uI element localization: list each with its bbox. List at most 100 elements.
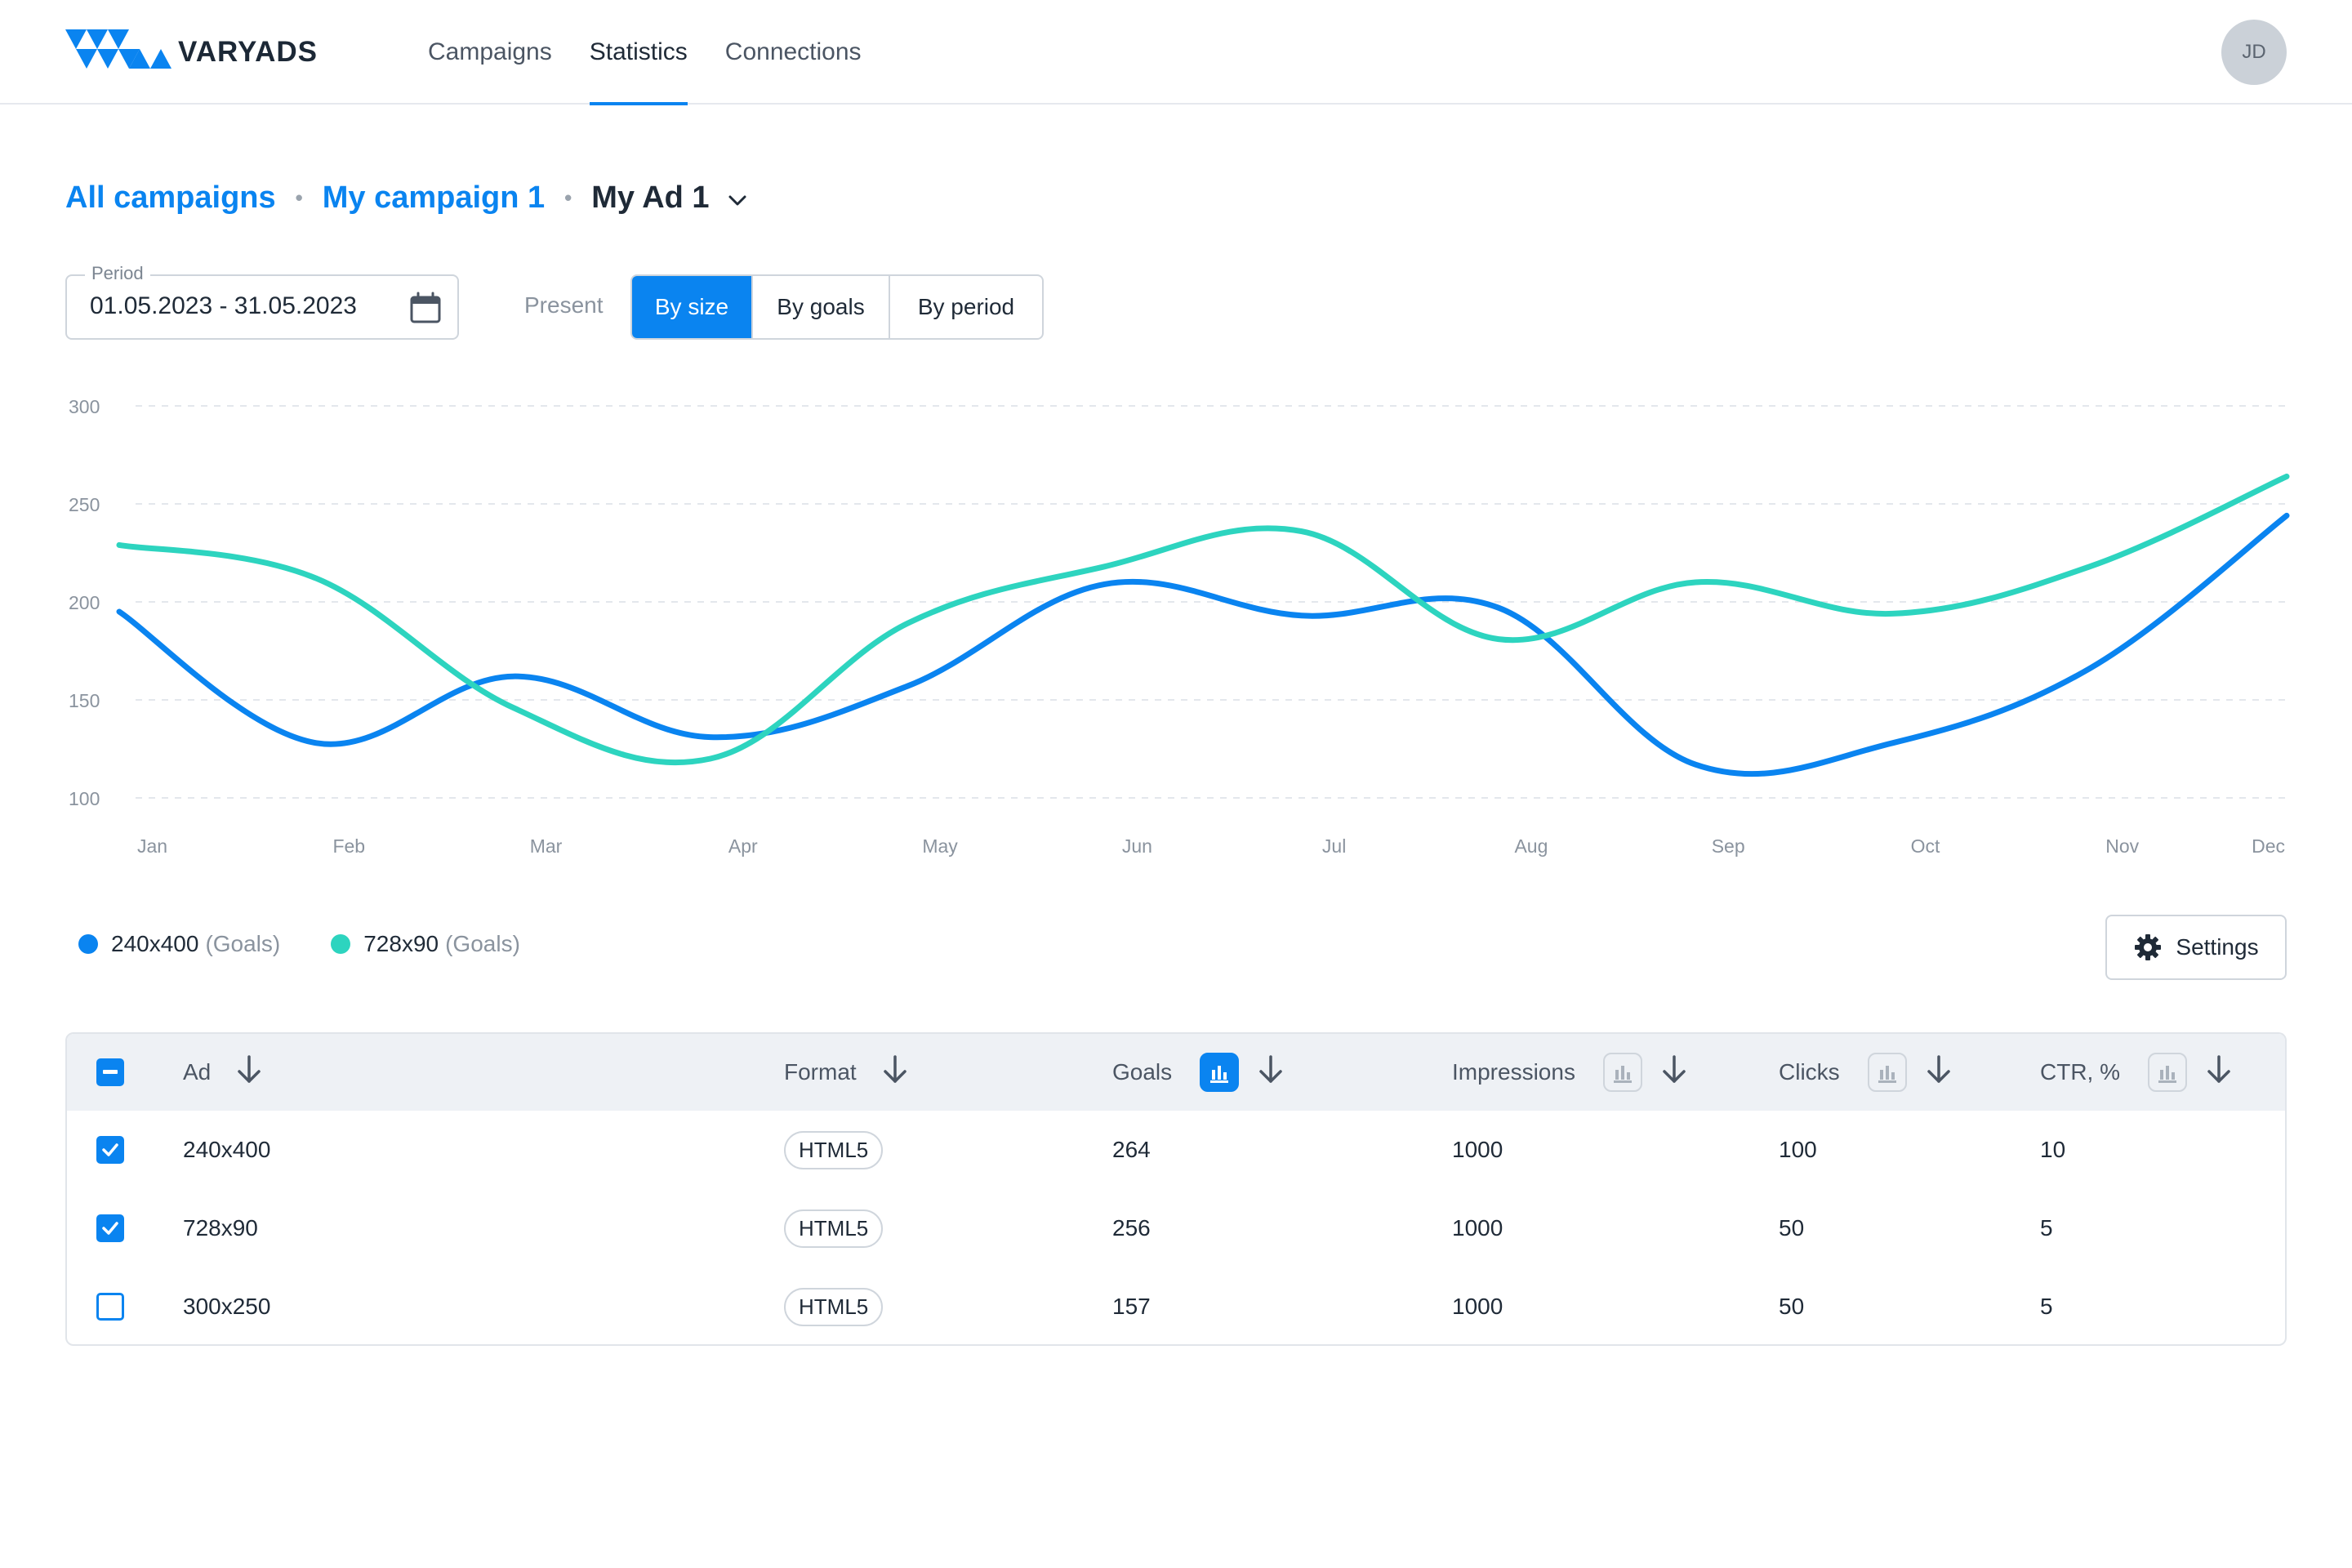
column-header-goals: Goals	[1112, 1034, 1285, 1111]
cell-value: 240x400	[183, 1137, 271, 1162]
chart-svg: 100 150 200 250 300 Jan Feb Mar Apr May Jun Jul Aug S…	[69, 396, 2290, 857]
table-row[interactable]: 300x250 HTML5 157 1000 50 5	[67, 1267, 2285, 1344]
column-label: Goals	[1112, 1059, 1173, 1085]
cell-ctr: 10	[2040, 1111, 2065, 1189]
series-line-728x90[interactable]	[116, 473, 2290, 766]
breadcrumb-all-campaigns[interactable]: All campaigns	[65, 180, 276, 215]
period-value[interactable]: 01.05.2023 - 31.05.2023	[90, 292, 357, 319]
cell-value: 50	[1779, 1294, 1805, 1319]
header-checkbox-cell	[96, 1034, 124, 1111]
cell-format: HTML5	[784, 1111, 884, 1189]
cell-ctr: 5	[2040, 1189, 2053, 1267]
table-header: Ad Format Goals Impressions Clicks CTR, %	[67, 1034, 2285, 1111]
arrow-down-icon[interactable]	[1257, 1054, 1285, 1091]
arrow-down-icon[interactable]	[235, 1054, 263, 1091]
column-label: CTR, %	[2040, 1059, 2120, 1085]
series-line-240x400[interactable]	[116, 512, 2290, 777]
format-tag: HTML5	[784, 1287, 884, 1326]
column-header-clicks: Clicks	[1779, 1034, 1953, 1111]
cell-ad: 300x250	[183, 1267, 270, 1344]
cell-value: 100	[1779, 1137, 1817, 1162]
arrow-down-icon[interactable]	[1660, 1054, 1688, 1091]
cell-value: 728x90	[183, 1215, 258, 1241]
bar-chart-icon[interactable]	[2148, 1053, 2187, 1092]
brand-logo[interactable]: VARYADS	[65, 28, 318, 77]
column-label: Ad	[183, 1059, 212, 1085]
x-tick-label: Jul	[1322, 835, 1346, 857]
cell-format: HTML5	[784, 1267, 884, 1344]
present-option-by-size[interactable]: By size	[632, 276, 753, 338]
calendar-icon[interactable]	[408, 291, 443, 329]
x-tick-label: Nov	[2105, 835, 2139, 857]
period-field[interactable]: Period 01.05.2023 - 31.05.2023	[65, 263, 459, 340]
cell-goals: 157	[1112, 1267, 1151, 1344]
chart-legend: 240x400 (Goals) 728x90 (Goals)	[78, 931, 571, 957]
period-label: Period	[85, 263, 150, 284]
bar-chart-icon[interactable]	[1602, 1053, 1642, 1092]
present-option-by-period[interactable]: By period	[917, 294, 1015, 319]
table-row[interactable]: 728x90 HTML5 256 1000 50 5	[67, 1189, 2285, 1267]
legend-dot	[331, 934, 351, 954]
format-tag: HTML5	[784, 1209, 884, 1248]
cell-goals: 256	[1112, 1189, 1151, 1267]
column-header-ad: Ad	[183, 1034, 263, 1111]
legend-dot	[78, 934, 98, 954]
breadcrumb-campaign[interactable]: My campaign 1	[322, 180, 546, 215]
breadcrumb: All campaigns • My campaign 1 • My Ad 1	[65, 175, 747, 220]
legend-series-name: 240x400	[111, 931, 199, 956]
x-tick-label: Jun	[1122, 835, 1152, 857]
present-option-by-goals[interactable]: By goals	[753, 276, 890, 338]
x-tick-label: Oct	[1911, 835, 1940, 857]
cell-value: 10	[2040, 1137, 2066, 1162]
y-tick-label: 300	[69, 396, 100, 417]
settings-button[interactable]: Settings	[2105, 915, 2287, 980]
cell-format: HTML5	[784, 1189, 884, 1267]
breadcrumb-separator: •	[295, 185, 303, 210]
row-checkbox[interactable]	[96, 1293, 124, 1321]
y-tick-label: 250	[69, 494, 100, 515]
brand-name: VARYADS	[178, 36, 318, 68]
legend-series-metric: (Goals)	[205, 931, 281, 956]
column-label: Impressions	[1452, 1059, 1575, 1085]
ads-table: Ad Format Goals Impressions Clicks CTR, % 240…	[65, 1032, 2287, 1346]
cell-ad: 728x90	[183, 1189, 258, 1267]
row-checkbox-cell	[96, 1267, 124, 1344]
statistics-line-chart: 100 150 200 250 300 Jan Feb Mar Apr May Jun Jul Aug S…	[0, 376, 2352, 882]
y-tick-label: 200	[69, 592, 100, 613]
arrow-down-icon[interactable]	[881, 1054, 909, 1091]
chevron-down-icon[interactable]	[728, 180, 747, 216]
y-tick-label: 150	[69, 690, 100, 711]
legend-item[interactable]: 240x400 (Goals)	[78, 931, 280, 957]
x-tick-label: Feb	[332, 835, 365, 857]
top-header: VARYADS Campaigns Statistics Connections J…	[0, 0, 2352, 105]
column-label: Format	[784, 1059, 857, 1085]
x-tick-label: Apr	[728, 835, 758, 857]
legend-series-name: 728x90	[363, 931, 439, 956]
cell-value: 5	[2040, 1215, 2053, 1241]
bar-chart-icon[interactable]	[1867, 1053, 1907, 1092]
cell-impressions: 1000	[1452, 1267, 1503, 1344]
column-header-impressions: Impressions	[1452, 1034, 1688, 1111]
nav-connections[interactable]: Connections	[724, 38, 862, 65]
row-checkbox-cell	[96, 1189, 124, 1267]
cell-clicks: 100	[1779, 1111, 1817, 1189]
row-checkbox[interactable]	[96, 1136, 124, 1164]
avatar[interactable]: JD	[2221, 20, 2287, 85]
legend-item[interactable]: 728x90 (Goals)	[331, 931, 520, 957]
main-nav: Campaigns Statistics Connections	[428, 0, 899, 105]
column-label: Clicks	[1779, 1059, 1840, 1085]
x-tick-label: Sep	[1712, 835, 1745, 857]
row-checkbox[interactable]	[96, 1214, 124, 1242]
x-tick-label: Jan	[137, 835, 167, 857]
arrow-down-icon[interactable]	[2205, 1054, 2233, 1091]
select-all-checkbox[interactable]	[96, 1058, 124, 1086]
format-tag: HTML5	[784, 1130, 884, 1169]
nav-statistics[interactable]: Statistics	[589, 0, 688, 105]
bar-chart-icon[interactable]	[1200, 1053, 1240, 1092]
cell-ctr: 5	[2040, 1267, 2053, 1344]
x-tick-label: Mar	[530, 835, 563, 857]
nav-campaigns[interactable]: Campaigns	[428, 38, 552, 65]
table-row[interactable]: 240x400 HTML5 264 1000 100 10	[67, 1111, 2285, 1189]
breadcrumb-current-ad[interactable]: My Ad 1	[591, 180, 710, 215]
arrow-down-icon[interactable]	[1925, 1054, 1953, 1091]
